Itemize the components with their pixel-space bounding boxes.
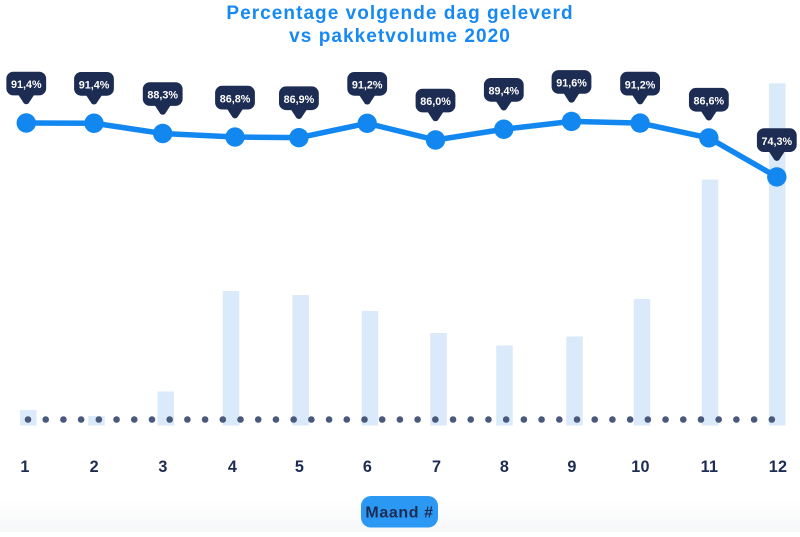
svg-text:3: 3 [158,458,167,476]
svg-text:91,4%: 91,4% [11,79,42,91]
svg-text:4: 4 [228,458,237,476]
svg-text:8: 8 [500,458,509,476]
svg-text:74,3%: 74,3% [761,136,792,148]
svg-text:12: 12 [769,458,788,476]
svg-text:91,2%: 91,2% [625,79,656,91]
svg-text:89,4%: 89,4% [488,86,519,98]
svg-text:2: 2 [90,458,99,476]
svg-text:1: 1 [20,458,29,476]
svg-text:91,4%: 91,4% [79,80,110,92]
svg-text:88,3%: 88,3% [147,90,178,102]
svg-text:7: 7 [432,458,441,476]
svg-text:86,9%: 86,9% [284,94,315,106]
svg-text:10: 10 [631,458,650,476]
svg-text:6: 6 [363,458,372,476]
svg-text:5: 5 [295,458,304,476]
svg-text:86,0%: 86,0% [420,96,451,108]
svg-text:91,6%: 91,6% [556,78,587,90]
svg-text:91,2%: 91,2% [352,80,383,92]
svg-text:86,8%: 86,8% [220,93,251,105]
svg-text:9: 9 [567,458,576,476]
svg-text:86,6%: 86,6% [694,95,725,107]
svg-text:11: 11 [701,458,719,476]
svg-text:Maand #: Maand # [365,505,433,522]
